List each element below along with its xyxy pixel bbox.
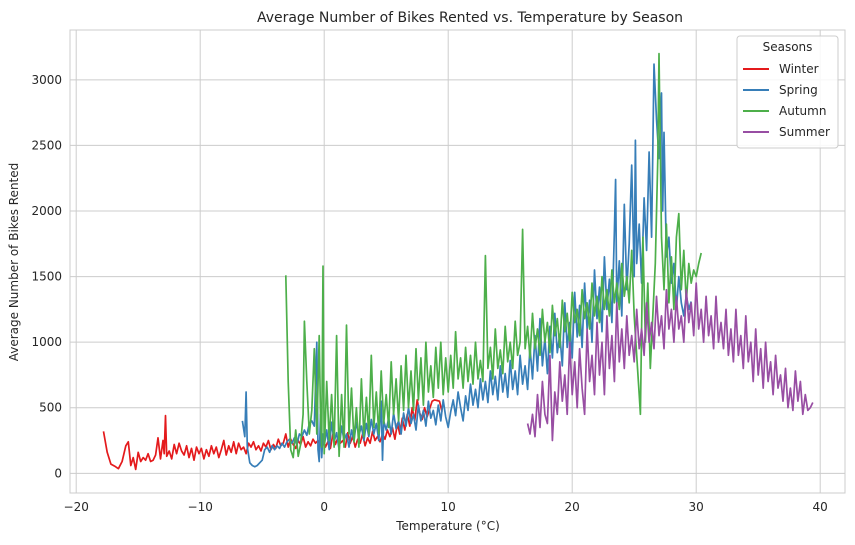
x-tick-label: −10	[188, 500, 213, 514]
legend-label-summer: Summer	[779, 125, 830, 139]
y-tick-label: 1000	[31, 335, 62, 349]
y-tick-label: 1500	[31, 270, 62, 284]
chart-title: Average Number of Bikes Rented vs. Tempe…	[257, 10, 683, 26]
series-line-winter	[102, 399, 443, 471]
legend-title: Seasons	[763, 40, 813, 54]
y-axis-label: Average Number of Bikes Rented	[7, 163, 21, 362]
x-tick-label: 20	[565, 500, 580, 514]
x-tick-label: 0	[320, 500, 328, 514]
series-line-summer	[526, 282, 814, 442]
x-tick-label: 30	[689, 500, 704, 514]
y-axis-ticks: 0 500 1000 1500 2000 2500 3000	[31, 73, 62, 480]
legend-label-autumn: Autumn	[779, 104, 826, 118]
x-axis-label: Temperature (°C)	[395, 519, 500, 533]
x-tick-label: 10	[441, 500, 456, 514]
y-tick-label: 2000	[31, 204, 62, 218]
legend-label-winter: Winter	[779, 62, 819, 76]
series-lines	[102, 52, 814, 471]
y-tick-label: 3000	[31, 73, 62, 87]
series-line-autumn	[284, 52, 703, 459]
plot-frame	[69, 29, 846, 494]
x-axis-ticks: −20 −10 0 10 20 30 40	[64, 500, 828, 514]
y-tick-label: 2500	[31, 138, 62, 152]
legend-box	[736, 35, 839, 149]
y-tick-label: 0	[54, 466, 62, 480]
x-tick-label: −20	[64, 500, 89, 514]
y-tick-label: 500	[39, 401, 62, 415]
grid-lines	[70, 30, 845, 493]
x-tick-label: 40	[813, 500, 828, 514]
legend-label-spring: Spring	[779, 83, 818, 97]
legend: Seasons Winter Spring Autumn Summer	[736, 35, 839, 149]
plot-area	[69, 29, 846, 494]
